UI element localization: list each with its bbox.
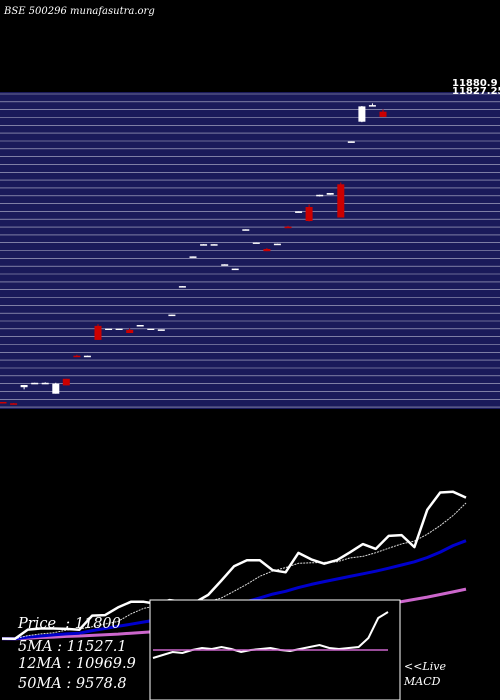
candle-up bbox=[347, 141, 355, 143]
candle-up bbox=[358, 106, 366, 122]
candle-up bbox=[115, 328, 123, 330]
candle-down bbox=[126, 329, 134, 333]
macd-title-label: MACD bbox=[404, 675, 441, 688]
candle-down bbox=[263, 249, 271, 252]
candle-up bbox=[316, 194, 324, 197]
candle-up bbox=[200, 244, 208, 246]
price-stat: Price : 11800 bbox=[18, 616, 121, 632]
candle-down bbox=[94, 325, 102, 340]
candle-up bbox=[31, 382, 39, 385]
candle-down bbox=[10, 403, 18, 405]
ma12-stat: 12MA : 10969.9 bbox=[18, 656, 136, 672]
chart-title: BSE 500296 munafasutra.org bbox=[4, 6, 155, 17]
ma5-label: 5MA bbox=[18, 639, 53, 655]
candle-up bbox=[189, 256, 197, 258]
price-line bbox=[1, 490, 467, 641]
candle-up bbox=[242, 229, 250, 231]
macd-live-label: <<Live bbox=[404, 660, 446, 673]
candle-up bbox=[147, 328, 155, 330]
price-axis-label: 11827.25 bbox=[452, 86, 500, 97]
candle-down bbox=[284, 226, 292, 229]
candle-up bbox=[221, 264, 229, 266]
candle-up bbox=[231, 268, 239, 271]
ma12-label: 12MA bbox=[18, 656, 62, 672]
ma12-value: 10969.9 bbox=[75, 656, 136, 672]
candle-up bbox=[20, 385, 28, 388]
candle-up bbox=[178, 286, 186, 288]
candle-up bbox=[273, 243, 281, 246]
candle-up bbox=[52, 383, 60, 394]
candle-down bbox=[337, 184, 345, 218]
ma50-stat: 50MA : 9578.8 bbox=[18, 676, 127, 692]
candle-down bbox=[73, 355, 81, 358]
candle-up bbox=[41, 382, 49, 385]
candle-up bbox=[83, 355, 91, 358]
candle-up bbox=[105, 328, 113, 330]
candle-up bbox=[136, 325, 144, 327]
candle-up bbox=[157, 329, 165, 331]
price-axis-label: 11880.9 bbox=[452, 78, 498, 89]
candle-down bbox=[0, 402, 7, 404]
candle-up bbox=[168, 314, 176, 317]
candle-up bbox=[295, 211, 303, 213]
candle-up bbox=[252, 242, 260, 244]
candle-down bbox=[379, 111, 387, 117]
candle-down bbox=[62, 378, 70, 386]
candle-up bbox=[210, 244, 218, 246]
ma50-value: 9578.8 bbox=[75, 676, 127, 692]
candle-up bbox=[326, 193, 334, 195]
candle-up bbox=[368, 105, 376, 107]
price-value: 11800 bbox=[74, 616, 121, 632]
ma5-stat: 5MA : 11527.1 bbox=[18, 639, 127, 655]
ma5-value: 11527.1 bbox=[66, 639, 127, 655]
price-label: Price bbox=[18, 616, 57, 632]
ma50-label: 50MA bbox=[18, 676, 62, 692]
candle-down bbox=[305, 207, 313, 221]
